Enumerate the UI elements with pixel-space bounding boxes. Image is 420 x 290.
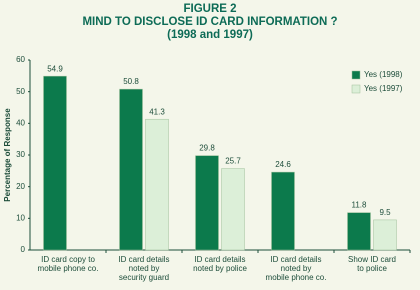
chart-title: FIGURE 2 [183,3,236,15]
y-tick-label: 60 [16,55,25,64]
y-tick-label: 10 [16,213,25,222]
value-label: 41.3 [149,107,165,116]
chart-title: (1998 and 1997) [167,29,253,41]
x-tick-label: noted by police [193,264,247,273]
y-tick-label: 0 [21,245,26,254]
x-tick-label: ID card details [118,255,169,264]
legend-label: Yes (1997) [364,84,403,93]
x-tick-label: ID card copy to [41,255,95,264]
y-tick-label: 20 [16,182,25,191]
bar [347,212,371,251]
legend-label: Yes (1998) [364,70,403,79]
x-tick-label: ID card details [270,255,321,264]
y-axis-label: Percentage of Response [3,108,12,202]
legend-swatch [351,70,361,80]
bar [43,75,67,251]
value-label: 25.7 [225,157,241,166]
x-tick-label: noted by [129,264,160,273]
x-tick-label: Show ID card [348,255,396,264]
bar [119,88,143,251]
x-tick-label: noted by [281,264,312,273]
legend-swatch [351,84,361,94]
x-tick-label: mobile phone co. [266,273,327,282]
y-tick-label: 30 [16,150,25,159]
value-label: 9.5 [379,208,391,217]
value-label: 50.8 [123,77,139,86]
bar [221,168,245,251]
value-label: 24.6 [275,160,291,169]
bar [145,118,169,251]
bar [271,171,295,251]
bar [195,155,219,251]
x-tick-label: to police [357,264,387,273]
x-tick-label: ID card details [194,255,245,264]
x-tick-label: security guard [119,273,169,282]
bar [373,219,397,251]
value-label: 11.8 [352,201,368,210]
x-tick-label: mobile phone co. [38,264,99,273]
chart-title: MIND TO DISCLOSE ID CARD INFORMATION ? [82,16,337,28]
value-label: 54.9 [47,64,63,73]
y-tick-label: 50 [16,87,25,96]
y-tick-label: 40 [16,118,25,127]
value-label: 29.8 [199,144,215,153]
